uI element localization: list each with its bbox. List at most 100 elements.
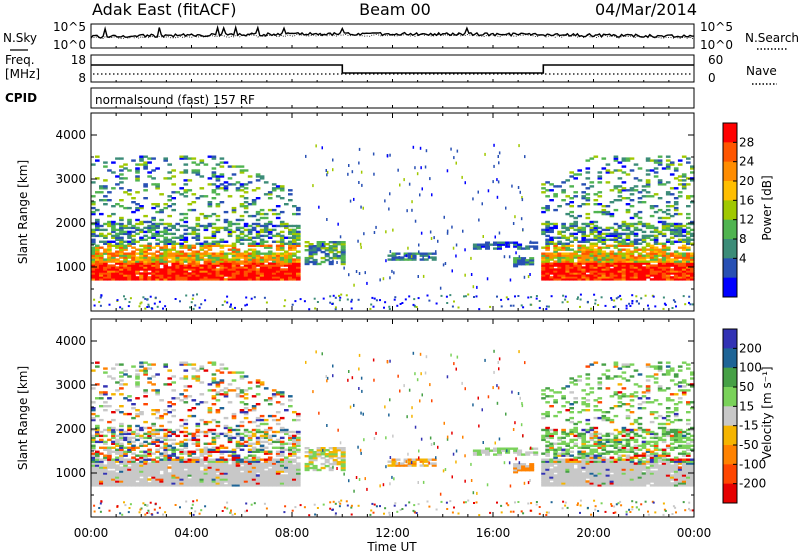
power-cell — [143, 163, 148, 166]
velocity-cell — [183, 444, 189, 447]
power-cell — [151, 218, 156, 222]
power-cell — [613, 240, 619, 243]
nsky-label: N.Sky — [3, 31, 37, 45]
velocity-cell — [271, 482, 277, 485]
power-cell — [686, 260, 691, 263]
velocity-cell — [155, 474, 160, 477]
power-cell — [690, 256, 695, 259]
velocity-cell — [111, 484, 116, 487]
velocity-cell — [569, 462, 575, 465]
power-cell — [601, 210, 607, 214]
velocity-cell — [179, 466, 185, 469]
power-cell — [681, 248, 687, 251]
power-cell — [613, 254, 619, 257]
power-cell — [589, 266, 595, 269]
power-cell — [549, 264, 554, 267]
velocity-cell — [296, 430, 301, 434]
velocity-cell — [99, 478, 104, 481]
power-cell — [215, 260, 221, 263]
power-cell — [677, 238, 683, 241]
velocity-cell — [569, 482, 575, 485]
velocity-cell — [123, 466, 128, 469]
power-cell — [681, 230, 687, 234]
velocity-cell — [231, 468, 237, 471]
power-cell — [565, 270, 571, 273]
power-cell — [195, 216, 201, 220]
power-cell — [324, 243, 330, 246]
power-cell — [625, 266, 631, 269]
velocity-cell — [191, 438, 197, 442]
power-cell — [259, 234, 265, 238]
power-cell — [288, 244, 293, 247]
power-cell — [207, 264, 213, 267]
velocity-cell — [155, 476, 160, 479]
velocity-cell — [195, 466, 201, 469]
power-cell — [629, 240, 635, 243]
velocity-cell — [119, 446, 124, 449]
power-cell — [633, 278, 639, 281]
power-cell — [573, 220, 579, 224]
velocity-cell — [115, 468, 120, 471]
power-cell — [223, 187, 229, 190]
power-cell — [219, 278, 225, 281]
power-cell — [139, 278, 144, 281]
velocity-cell — [279, 391, 285, 394]
velocity-cell — [123, 430, 128, 434]
power-cell — [107, 199, 112, 202]
power-cell — [239, 171, 245, 174]
velocity-cell — [292, 434, 297, 438]
velocity-cell — [119, 405, 124, 408]
velocity-cell — [163, 428, 169, 432]
velocity-cell — [223, 464, 229, 467]
velocity-cell — [577, 379, 583, 382]
power-cell — [553, 270, 558, 273]
velocity-cell — [275, 411, 281, 414]
velocity-cell — [203, 476, 209, 479]
power-cell — [123, 244, 128, 247]
velocity-cell — [585, 422, 591, 426]
power-cell — [590, 307, 593, 310]
power-cell — [183, 191, 189, 194]
power-cell — [564, 298, 567, 301]
power-cell — [183, 157, 189, 160]
power-cell — [661, 210, 667, 214]
velocity-cell — [115, 476, 120, 479]
power-cell — [275, 232, 281, 236]
power-cell — [444, 262, 447, 265]
power-cell — [263, 258, 269, 261]
power-cell — [553, 244, 558, 247]
power-cell — [657, 262, 663, 265]
power-cell — [493, 164, 495, 168]
power-cell — [155, 234, 160, 238]
power-cell — [601, 205, 607, 208]
power-cell — [215, 228, 221, 232]
velocity-cell — [183, 478, 189, 481]
power-cell — [472, 243, 478, 246]
power-cell — [147, 175, 152, 178]
velocity-cell — [199, 458, 205, 461]
power-cell — [167, 252, 173, 255]
power-cell — [690, 179, 695, 182]
power-cell — [103, 203, 108, 206]
power-cell — [593, 262, 599, 265]
velocity-cell — [195, 438, 201, 442]
power-cell — [135, 222, 140, 226]
velocity-cell — [243, 464, 249, 467]
power-cell — [569, 234, 575, 238]
power-cell — [633, 234, 639, 238]
velocity-cell — [119, 436, 124, 440]
power-cell — [669, 228, 675, 232]
power-cell — [239, 214, 245, 218]
power-cell — [131, 159, 136, 162]
power-cell — [187, 232, 193, 236]
velocity-cell — [167, 476, 173, 479]
velocity-cell — [211, 442, 217, 445]
velocity-cell — [557, 464, 562, 467]
velocity-cell — [183, 484, 189, 487]
power-cell — [95, 155, 100, 158]
velocity-cell — [187, 454, 193, 457]
power-cell — [589, 246, 595, 249]
power-cell — [585, 222, 591, 226]
power-cell — [593, 220, 599, 224]
power-cell — [263, 240, 269, 243]
